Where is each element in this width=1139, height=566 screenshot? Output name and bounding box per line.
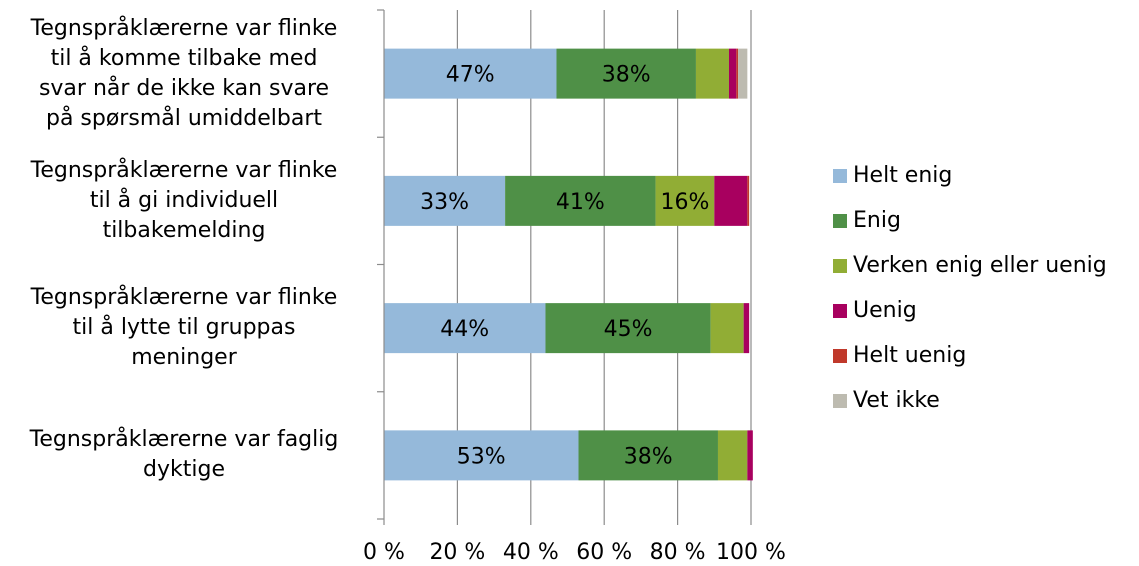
- category-label-line: på spørsmål umiddelbart: [45, 105, 323, 131]
- category-label-line: svar når de ikke kan svare: [38, 75, 330, 101]
- bar-segment: [384, 303, 546, 354]
- bar-segment: [747, 430, 753, 481]
- category-label: Tegnspråklærerne var flinke til å komme t…: [0, 14, 368, 134]
- legend-item: Uenig: [833, 288, 1107, 333]
- bar-segment: [710, 303, 744, 354]
- bar-value-label: 41%: [556, 190, 605, 215]
- bar-segment: [384, 430, 579, 481]
- bar-segment: [717, 430, 748, 481]
- category-label: Tegnspråklærerne var faglig dyktige: [0, 425, 368, 485]
- bar-labels: 47% 38% 33% 41% 16% 44% 45% 53% 38%: [420, 63, 709, 470]
- legend-label: Helt uenig: [853, 343, 967, 368]
- bar-value-label: 16%: [660, 190, 709, 215]
- category-label-line: Tegnspråklærerne var flinke: [30, 15, 338, 41]
- category-label-line: til å lytte til gruppas: [72, 315, 296, 341]
- bar-value-label: 44%: [440, 317, 489, 342]
- axes: [377, 9, 752, 525]
- legend-swatch: [833, 303, 847, 318]
- bar-value-label: 47%: [446, 63, 495, 88]
- bar-segment: [738, 48, 748, 99]
- bar-segment: [747, 175, 750, 226]
- legend: Helt enig Enig Verken enig eller uenig Ueni…: [833, 153, 1107, 423]
- legend-swatch: [833, 348, 847, 363]
- bar-value-label: 45%: [604, 317, 653, 342]
- category-label-line: til å komme tilbake med: [50, 45, 318, 71]
- bar-value-label: 38%: [602, 63, 651, 88]
- bar-value-label: 53%: [457, 444, 506, 469]
- legend-item: Helt uenig: [833, 333, 1107, 378]
- legend-item: Vet ikke: [833, 378, 1107, 423]
- legend-swatch: [833, 393, 847, 408]
- x-tick-label: 0 %: [363, 540, 405, 565]
- legend-item: Verken enig eller uenig: [833, 243, 1107, 288]
- legend-swatch: [833, 168, 847, 183]
- bar-segment: [384, 175, 506, 226]
- bar-segment: [545, 303, 711, 354]
- bar-segment: [728, 48, 737, 99]
- legend-swatch: [833, 213, 847, 228]
- category-label-line: til å gi individuell: [89, 187, 279, 213]
- category-label-line: meninger: [131, 345, 237, 371]
- legend-label: Uenig: [853, 298, 917, 323]
- x-tick-label: 80 %: [650, 540, 706, 565]
- x-tick-label: 100 %: [716, 540, 786, 565]
- bar-value-label: 38%: [624, 444, 673, 469]
- bar-segment: [743, 303, 750, 354]
- bar-segment: [655, 175, 715, 226]
- category-label: Tegnspråklærerne var flinke til å lytte t…: [0, 283, 368, 373]
- bars: [384, 48, 753, 481]
- bar-segment: [714, 175, 748, 226]
- x-tick-label: 40 %: [503, 540, 559, 565]
- legend-label: Enig: [853, 208, 901, 233]
- x-tick-label: 20 %: [429, 540, 485, 565]
- category-label-line: Tegnspråklærerne var flinke: [30, 157, 338, 183]
- legend-item: Helt enig: [833, 153, 1107, 198]
- x-tick-labels: 0 % 20 % 40 % 60 % 80 % 100 %: [363, 540, 786, 565]
- bar-segment: [556, 48, 696, 99]
- bar-segment: [578, 430, 718, 481]
- legend-label: Helt enig: [853, 163, 953, 188]
- category-label: Tegnspråklærerne var flinke til å gi indi…: [0, 156, 368, 246]
- legend-swatch: [833, 258, 847, 273]
- bar-segment: [695, 48, 729, 99]
- bar-segment: [736, 48, 739, 99]
- category-label-line: tilbakemelding: [102, 217, 266, 243]
- category-label-line: Tegnspråklærerne var flinke: [30, 285, 338, 311]
- bar-segment: [384, 48, 557, 99]
- x-tick-label: 60 %: [576, 540, 632, 565]
- bar-value-label: 33%: [420, 190, 469, 215]
- category-label-line: dyktige: [143, 457, 225, 483]
- legend-label: Verken enig eller uenig: [853, 253, 1107, 278]
- category-label-line: Tegnspråklærerne var faglig: [29, 427, 339, 453]
- legend-item: Enig: [833, 198, 1107, 243]
- legend-label: Vet ikke: [853, 388, 940, 413]
- bar-segment: [505, 175, 656, 226]
